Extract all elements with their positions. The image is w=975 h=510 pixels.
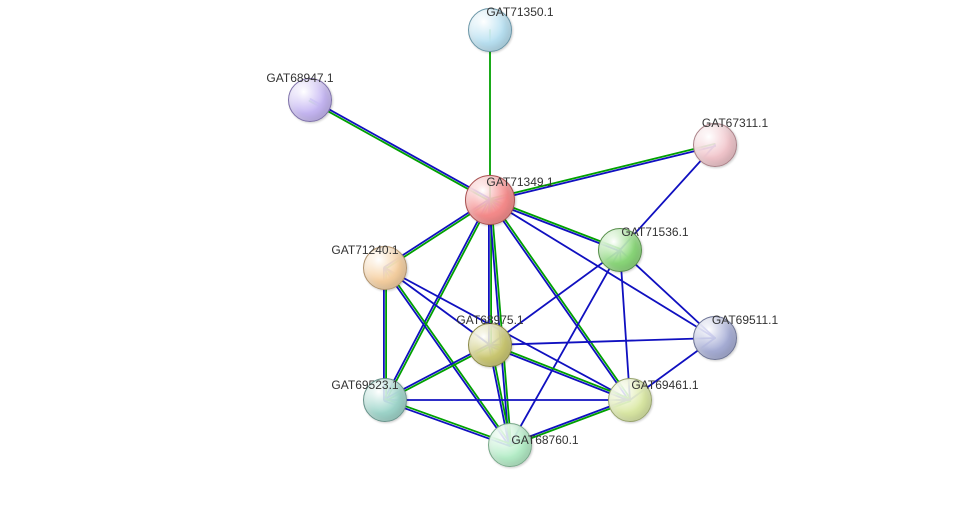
edge [490,200,715,338]
node-GAT69523[interactable] [363,378,407,422]
node-GAT68947[interactable] [288,78,332,122]
network-canvas: GAT71349.1GAT71350.1GAT68947.1GAT67311.1… [0,0,975,510]
node-GAT69511[interactable] [693,316,737,360]
node-GAT69461[interactable] [608,378,652,422]
edge [490,338,715,345]
edge-layer [0,0,975,510]
edge [490,250,620,345]
edge [386,201,491,401]
node-GAT68975[interactable] [468,323,512,367]
node-GAT71349[interactable] [465,175,515,225]
edge [309,101,489,201]
node-GAT71536[interactable] [598,228,642,272]
edge [384,199,489,399]
node-GAT67311[interactable] [693,123,737,167]
node-GAT71350[interactable] [468,8,512,52]
edge [510,250,620,445]
node-GAT68760[interactable] [488,423,532,467]
edge [490,146,715,201]
edge [311,99,491,199]
edge [490,144,715,199]
node-GAT71240[interactable] [363,246,407,290]
